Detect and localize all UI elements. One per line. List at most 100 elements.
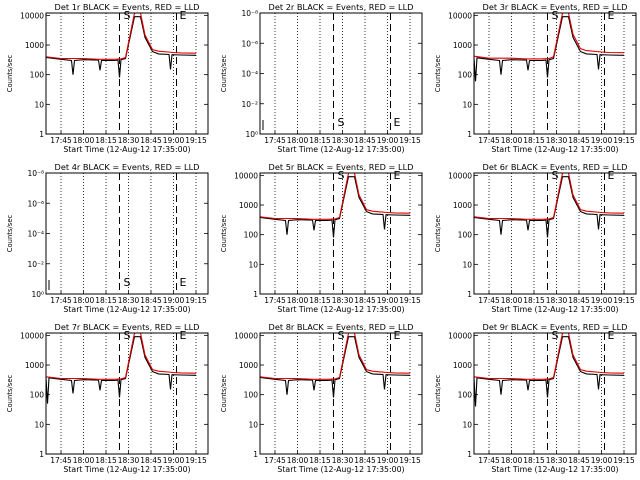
y-tick-label: 10⁻⁴ [241,70,258,79]
x-tick-label: 18:15 [309,136,331,145]
panel-det4r: Det 4r BLACK = Events, RED = LLD S E 10⁰ 10⁻… [6,162,209,314]
x-tick-label: 17:45 [50,456,72,465]
x-tick-label: 18:00 [73,136,95,145]
x-tick-label: 19:15 [185,296,207,305]
plot-frame [473,332,637,455]
y-axis-label: Counts/sec [220,375,228,413]
plot-frame [473,12,637,135]
x-axis-label: Start Time (12-Aug-12 17:35:00) [277,465,404,474]
y-tick-label: 100 [244,231,259,240]
start-marker-label: S [552,169,559,182]
y-tick-label: 10 [34,100,44,109]
start-marker-label: S [124,9,131,22]
x-tick-label: 18:15 [523,296,545,305]
x-tick-label: 19:00 [377,456,399,465]
x-tick-label: 18:15 [523,456,545,465]
y-tick-label: 10⁻⁸ [241,9,258,18]
start-marker-label: S [124,276,131,289]
x-tick-label: 19:00 [163,456,185,465]
x-tick-label: 18:00 [73,456,95,465]
x-axis-label: Start Time (12-Aug-12 17:35:00) [63,145,190,154]
x-tick-label: 17:45 [478,456,500,465]
y-tick-label: 100 [458,231,473,240]
x-tick-label: 19:00 [163,136,185,145]
x-tick-label: 17:45 [50,296,72,305]
x-tick-label: 18:00 [501,136,523,145]
y-tick-label: 1 [467,130,472,139]
x-tick-label: 19:00 [163,296,185,305]
x-tick-label: 19:15 [185,136,207,145]
x-tick-label: 19:00 [591,456,613,465]
y-tick-label: 100 [30,391,45,400]
x-axis-label: Start Time (12-Aug-12 17:35:00) [277,145,404,154]
x-tick-label: 17:45 [478,296,500,305]
y-tick-label: 1000 [453,41,472,50]
y-tick-label: 10 [462,420,472,429]
x-tick-label: 17:45 [50,136,72,145]
x-tick-label: 18:00 [287,136,309,145]
x-tick-label: 18:30 [332,136,354,145]
end-marker-label: E [394,169,401,182]
x-tick-label: 19:00 [377,296,399,305]
x-axis-label: Start Time (12-Aug-12 17:35:00) [491,465,618,474]
end-marker-label: E [180,276,187,289]
series-events-line [259,176,411,238]
y-tick-label: 10 [34,420,44,429]
x-tick-label: 18:45 [140,136,162,145]
x-tick-label: 19:15 [185,456,207,465]
end-marker-label: E [394,329,401,342]
y-tick-label: 1000 [25,361,44,370]
x-tick-label: 18:30 [546,296,568,305]
y-tick-label: 10⁰ [31,290,44,299]
x-tick-label: 18:45 [354,296,376,305]
y-tick-label: 10000 [20,331,44,340]
series-events-line [45,336,197,404]
y-tick-label: 10⁻⁶ [241,39,258,48]
y-tick-label: 1 [467,290,472,299]
y-tick-label: 100 [458,391,473,400]
x-tick-label: 18:30 [332,296,354,305]
start-marker-label: S [552,9,559,22]
x-tick-label: 19:15 [399,456,421,465]
series-events-line [473,176,625,238]
x-tick-label: 18:30 [118,136,140,145]
panel-title: Det 4r BLACK = Events, RED = LLD [55,162,200,172]
x-tick-label: 18:45 [354,136,376,145]
x-tick-label: 18:00 [73,296,95,305]
x-tick-label: 19:00 [591,136,613,145]
y-tick-label: 1000 [239,361,258,370]
y-tick-label: 10⁻⁴ [27,230,44,239]
y-axis-label: Counts/sec [434,375,442,413]
y-tick-label: 1 [39,130,44,139]
x-tick-label: 18:15 [523,136,545,145]
y-tick-label: 1000 [453,201,472,210]
y-tick-label: 10 [462,260,472,269]
x-tick-label: 17:45 [264,296,286,305]
end-marker-label: E [180,329,187,342]
y-tick-label: 1000 [239,201,258,210]
y-tick-label: 1 [253,450,258,459]
y-tick-label: 10 [248,420,258,429]
y-tick-label: 100 [458,71,473,80]
end-marker-label: E [180,9,187,22]
y-tick-label: 1 [467,450,472,459]
x-tick-label: 18:30 [118,456,140,465]
plot-frame [45,332,209,455]
x-tick-label: 18:45 [568,296,590,305]
y-tick-label: 10000 [448,331,472,340]
y-axis-label: Counts/sec [6,55,14,93]
x-tick-label: 19:15 [399,136,421,145]
y-tick-label: 10⁰ [245,130,258,139]
x-axis-label: Start Time (12-Aug-12 17:35:00) [491,305,618,314]
y-tick-label: 10000 [234,331,258,340]
panel-title: Det 8r BLACK = Events, RED = LLD [269,322,414,332]
y-tick-label: 10⁻⁸ [27,169,44,178]
x-tick-label: 18:15 [309,456,331,465]
y-axis-label: Counts/sec [434,215,442,253]
x-axis-label: Start Time (12-Aug-12 17:35:00) [63,465,190,474]
x-tick-label: 18:00 [287,296,309,305]
